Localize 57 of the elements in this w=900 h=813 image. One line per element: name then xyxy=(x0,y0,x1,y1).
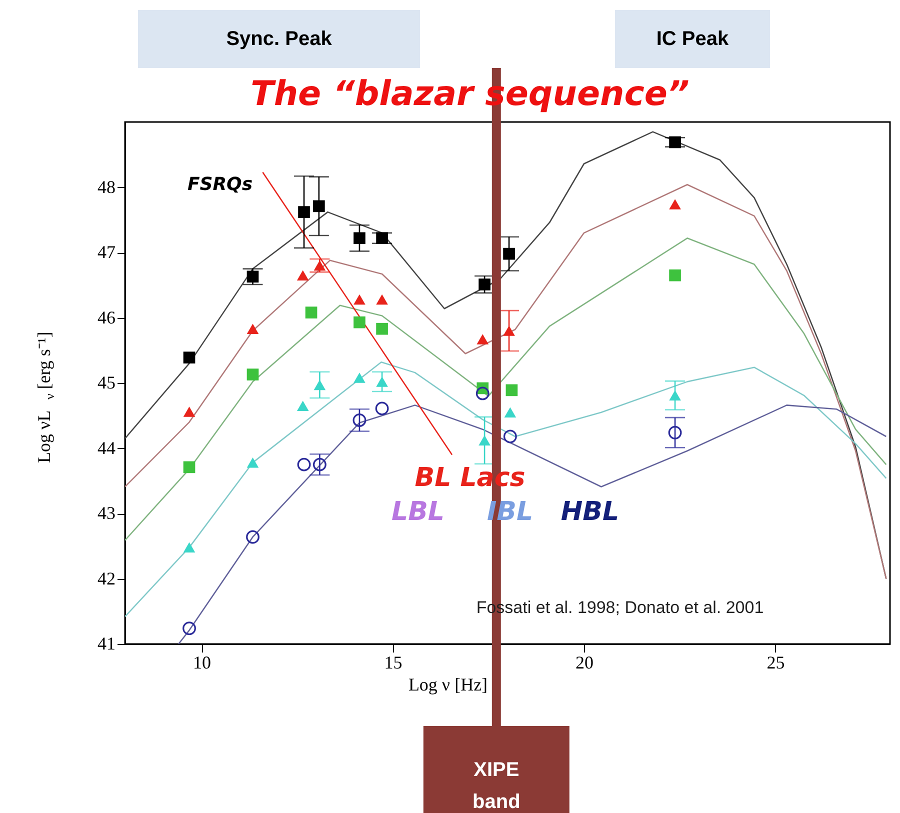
point xyxy=(354,232,366,244)
y-axis-title: Log νLν [erg s⁻¹] xyxy=(34,332,57,463)
point xyxy=(246,530,260,544)
point xyxy=(183,461,196,474)
point xyxy=(669,199,681,210)
y-tick-label: 47 xyxy=(98,242,116,262)
point xyxy=(476,386,490,400)
x-tick-label: 15 xyxy=(384,652,402,672)
point xyxy=(296,400,309,411)
ref-line-label: XIPE band xyxy=(472,759,520,813)
x-tick-label: 25 xyxy=(766,652,785,672)
y-tick-label: 48 xyxy=(98,176,116,197)
annotation: LBL xyxy=(392,497,444,527)
y-tick-label: 43 xyxy=(98,503,116,523)
point xyxy=(375,402,389,416)
line-series xyxy=(125,361,887,618)
point xyxy=(376,322,388,335)
text: Sync. Peak xyxy=(226,28,333,50)
y-tick-label: 42 xyxy=(98,568,116,588)
point xyxy=(669,269,681,282)
point xyxy=(354,316,366,328)
x-tick-label: 20 xyxy=(576,652,594,672)
text: IC Peak xyxy=(656,28,730,50)
point xyxy=(506,384,518,396)
point xyxy=(352,413,366,427)
point xyxy=(246,457,259,468)
line-series xyxy=(125,237,887,541)
point xyxy=(183,352,196,364)
point xyxy=(305,306,318,318)
point xyxy=(313,200,325,212)
point xyxy=(668,426,682,440)
y-tick-label: 44 xyxy=(98,438,116,458)
point xyxy=(476,334,489,344)
y-tick-label: 46 xyxy=(98,307,116,328)
point xyxy=(183,406,196,417)
x-tick-label: 10 xyxy=(193,652,211,672)
annotation: FSRQs xyxy=(187,174,253,195)
point xyxy=(504,407,516,418)
point xyxy=(354,294,366,305)
point xyxy=(296,270,309,280)
point xyxy=(503,430,517,444)
y-tick-label: 45 xyxy=(98,372,116,392)
point xyxy=(312,458,326,472)
point xyxy=(354,372,366,383)
annotation: HBL xyxy=(560,497,620,527)
point xyxy=(503,248,515,260)
point xyxy=(376,294,388,305)
point xyxy=(297,458,311,472)
line-series xyxy=(178,404,887,644)
point xyxy=(246,324,259,334)
x-axis-title: Log ν [Hz] xyxy=(408,674,488,694)
point xyxy=(182,622,196,636)
y-tick-label: 41 xyxy=(98,634,116,654)
point xyxy=(183,542,196,553)
point xyxy=(246,368,259,380)
point xyxy=(478,278,490,290)
point xyxy=(298,206,310,218)
